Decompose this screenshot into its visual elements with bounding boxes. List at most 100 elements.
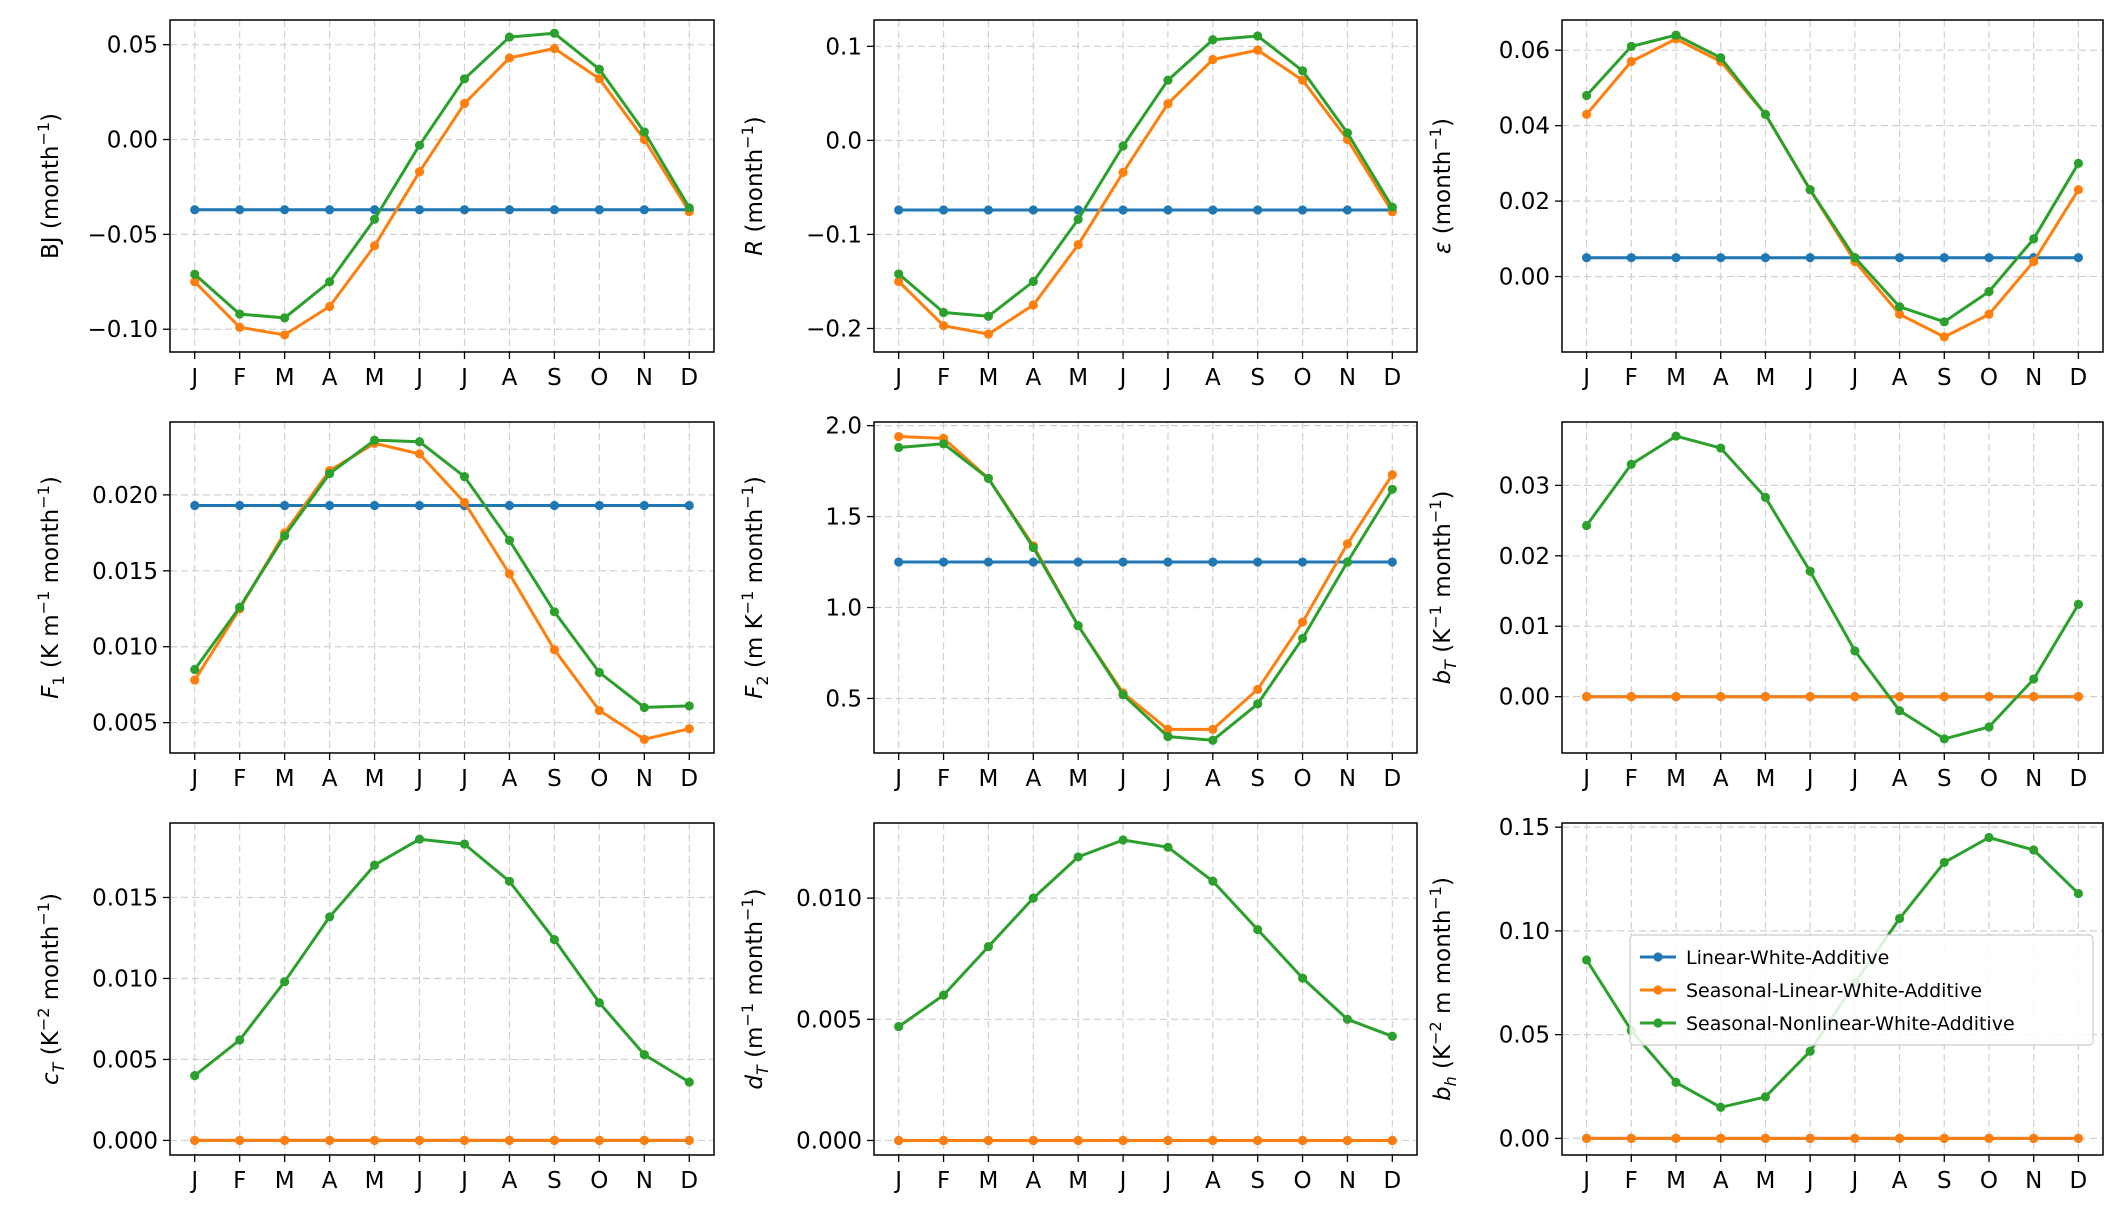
x-tick-label: A [1205, 365, 1221, 391]
data-point [1581, 90, 1592, 101]
data-point [594, 998, 604, 1008]
data-point [1163, 205, 1173, 215]
data-point [1894, 692, 1905, 702]
series-line [897, 838, 1393, 1038]
data-point [894, 1135, 904, 1146]
data-point [1671, 30, 1681, 40]
y-tick-label: 1.0 [825, 596, 862, 622]
x-tick-label: F [1625, 365, 1638, 391]
y-tick-label: 0.005 [92, 711, 158, 737]
data-point [894, 442, 904, 453]
data-point [1118, 205, 1128, 215]
data-point [983, 1135, 994, 1146]
y-tick-label: 0.00 [1499, 1126, 1550, 1152]
x-tick-label: O [1294, 365, 1312, 391]
data-point [684, 1077, 694, 1087]
x-tick-label: M [1068, 1168, 1088, 1194]
data-point [1297, 75, 1308, 85]
data-point [2029, 234, 2039, 244]
data-point [1671, 1077, 1681, 1087]
y-axis-label: F1 (K m−1 month−1) [34, 476, 68, 699]
x-tick-label: A [1205, 1168, 1221, 1194]
x-tick-label: J [1581, 766, 1590, 792]
axes-frame [169, 421, 715, 754]
y-tick-label: 0.015 [92, 885, 158, 911]
data-point [1073, 240, 1083, 250]
data-point [235, 1135, 245, 1146]
data-point [1760, 692, 1771, 702]
data-point [504, 1135, 515, 1146]
data-point [1118, 690, 1128, 700]
data-point [1984, 1133, 1994, 1143]
y-tick-label: 0.00 [107, 128, 158, 154]
data-point [459, 205, 470, 215]
x-tick-label: N [2025, 1168, 2042, 1194]
x-tick-label: J [459, 766, 468, 792]
data-point [1297, 557, 1308, 567]
data-point [1387, 484, 1397, 494]
data-point [639, 1049, 649, 1060]
x-tick-label: D [2070, 1168, 2088, 1194]
x-tick-label: M [1666, 766, 1686, 792]
data-point [1716, 1133, 1726, 1143]
data-point [1850, 253, 1860, 263]
x-tick-label: J [1805, 365, 1814, 391]
data-point [1387, 1031, 1397, 1041]
subplot-3: J F M A M J J A S O N D 0.00 0.02 0.04 0.06 ε (month−1) [1426, 19, 2104, 391]
data-point [1208, 54, 1218, 65]
data-point [190, 269, 200, 279]
legend-box [1629, 934, 2094, 1046]
data-point [1118, 167, 1128, 177]
x-tick-label: A [322, 1168, 338, 1194]
data-point [1671, 253, 1681, 263]
data-point [369, 214, 380, 224]
data-point [1028, 205, 1038, 215]
x-tick-label: A [322, 766, 338, 792]
data-point [1297, 205, 1308, 215]
data-point [639, 702, 649, 713]
data-point [1581, 955, 1592, 965]
data-point [190, 1135, 200, 1146]
data-point [549, 935, 559, 945]
y-tick-label: 0.010 [92, 966, 158, 992]
series-line [1585, 33, 2080, 324]
x-tick-label: N [2025, 365, 2042, 391]
data-point [1342, 557, 1353, 567]
y-axis-label: BJ (month−1) [34, 113, 64, 259]
data-point [1805, 1046, 1815, 1056]
data-point [2073, 158, 2084, 168]
y-tick-label: 0.00 [1499, 265, 1550, 291]
data-point [1253, 557, 1263, 567]
y-axis-label: ε (month−1) [1426, 118, 1456, 254]
data-point [684, 203, 694, 213]
data-point [594, 74, 604, 84]
x-tick-label: M [365, 766, 385, 792]
data-point [325, 301, 335, 312]
data-point [1028, 557, 1038, 567]
data-point [1163, 557, 1173, 567]
x-tick-label: J [1118, 1168, 1127, 1194]
series-line [897, 34, 1394, 318]
data-point [1716, 1102, 1726, 1112]
data-point [1118, 835, 1128, 845]
x-tick-label: J [1163, 365, 1172, 391]
data-point [639, 1135, 649, 1146]
data-point [938, 321, 949, 331]
y-axis-label: dT (m−1 month−1) [738, 888, 772, 1089]
legend-item: Linear-White-Additive [1640, 947, 1889, 969]
data-point [1342, 539, 1353, 549]
data-point [1028, 276, 1038, 287]
data-point [2029, 1133, 2039, 1143]
y-axis-label: F2 (m K−1 month−1) [738, 476, 772, 699]
data-point [894, 1021, 904, 1032]
data-point [594, 500, 604, 511]
x-tick-label: A [502, 1168, 518, 1194]
x-tick-label: O [1980, 365, 1998, 391]
y-tick-label: 0.010 [796, 886, 862, 912]
data-point [504, 500, 515, 511]
x-tick-label: A [1892, 1168, 1908, 1194]
x-tick-label: N [1339, 1168, 1356, 1194]
data-point [1073, 205, 1083, 215]
data-point [1387, 202, 1397, 212]
